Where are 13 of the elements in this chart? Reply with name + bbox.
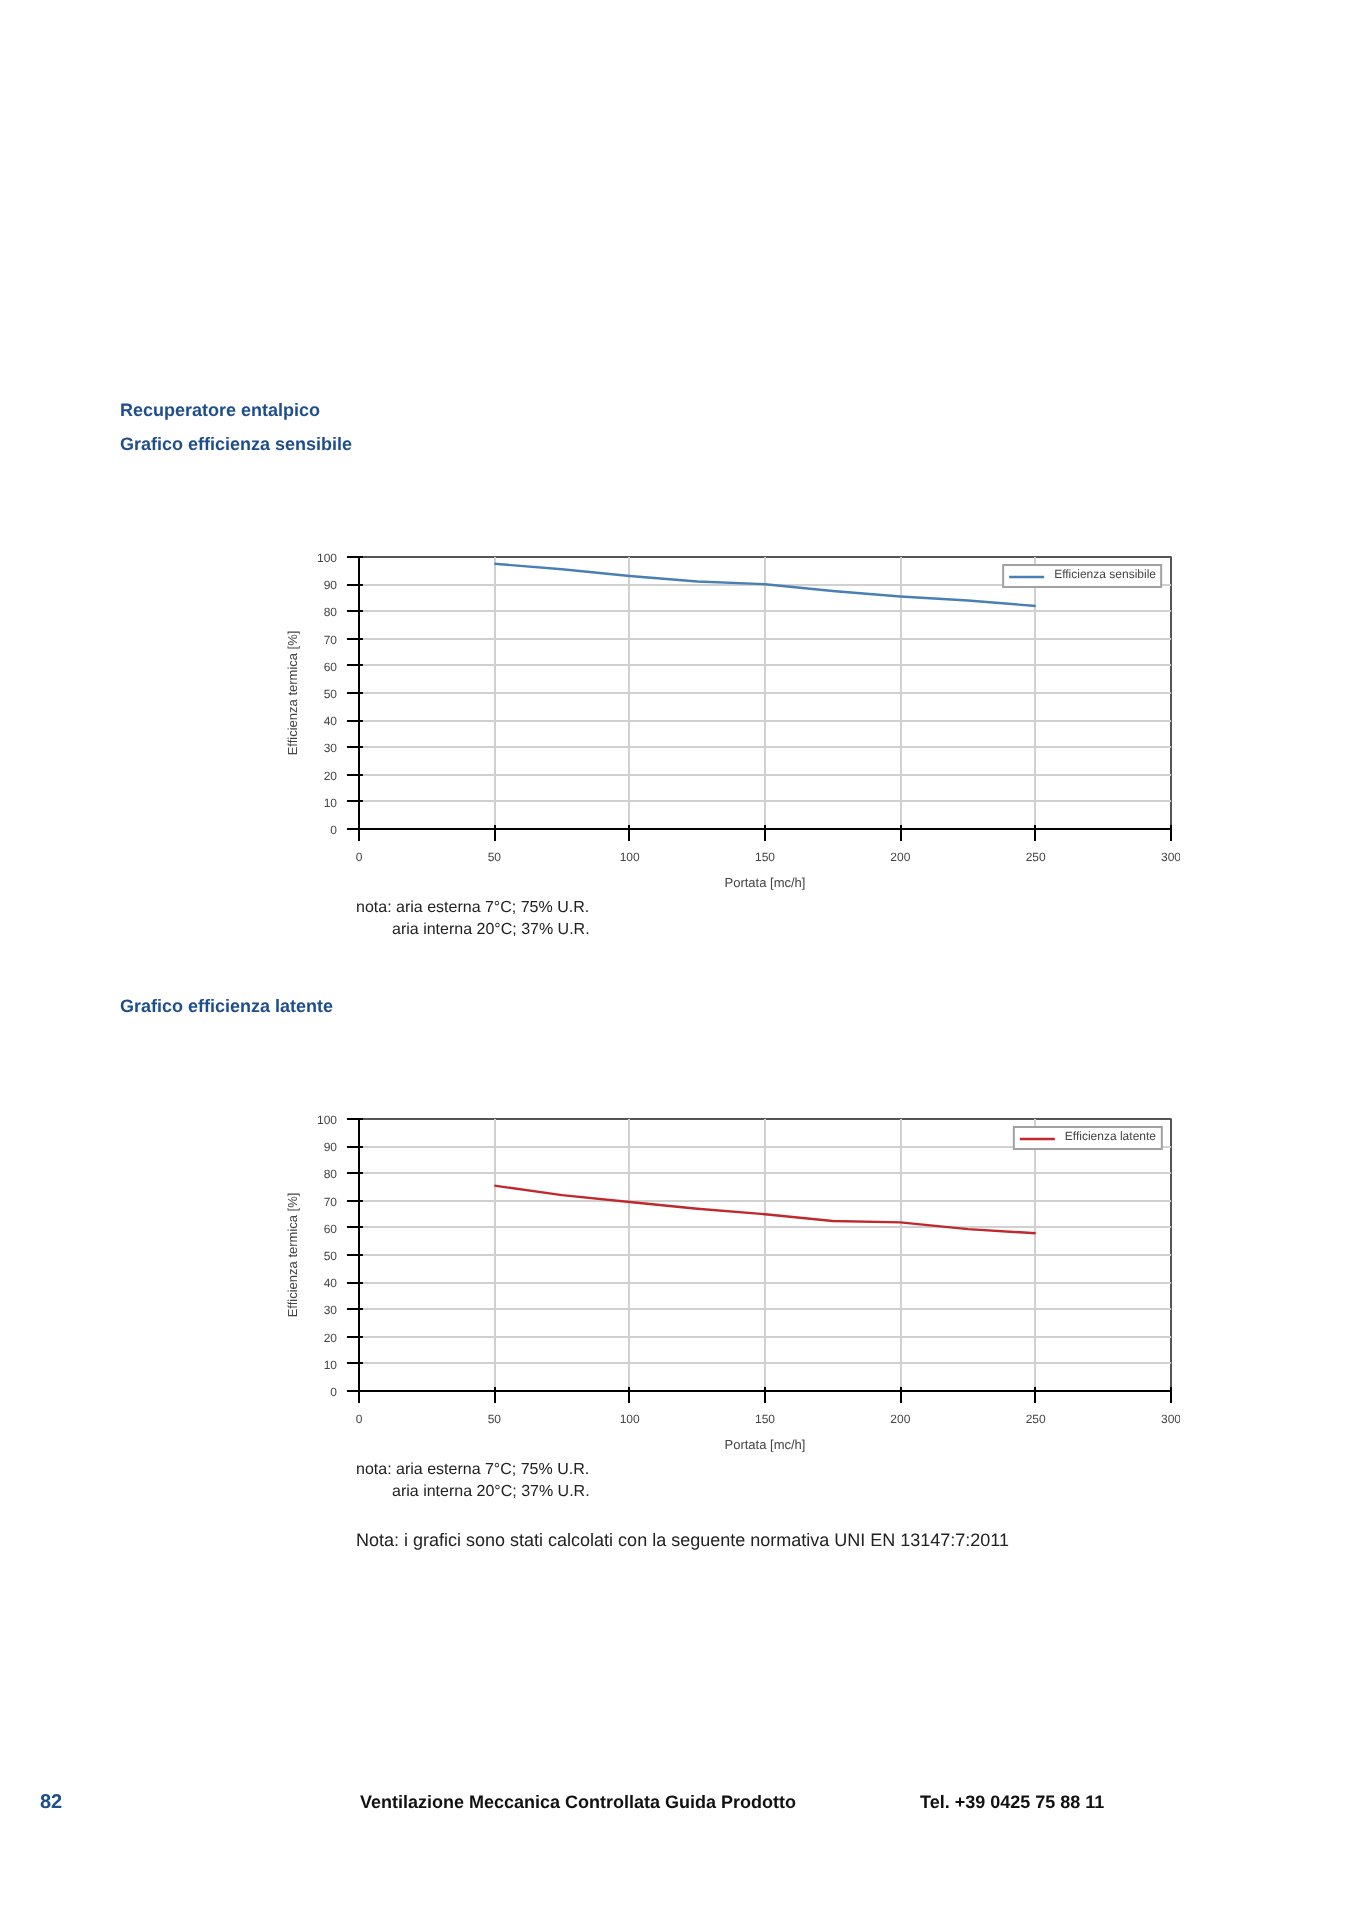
chart-title: Grafico efficienza latente (120, 996, 334, 1018)
text: Ventilazione Meccanica Controllata Guida Prodotto (360, 1792, 797, 1814)
line-series (493, 562, 1037, 608)
chart-subtitle: Grafico efficienza sensibile (120, 434, 353, 456)
chart-title: Recuperatore entalpico (120, 400, 321, 422)
text: aria interna 20°C; 37% U.R. (392, 1480, 590, 1502)
text: 82 (40, 1792, 63, 1814)
line-series (493, 1184, 1037, 1235)
text: Nota: i grafici sono stati calcolati con la seguente normativa UNI EN 13147:7:2011 (356, 1530, 1010, 1552)
text: Tel. +39 0425 75 88 11 (920, 1792, 1105, 1814)
text: nota: aria esterna 7°C; 75% U.R. (356, 1458, 590, 1480)
text: aria interna 20°C; 37% U.R. (392, 918, 590, 940)
text: nota: aria esterna 7°C; 75% U.R. (356, 896, 590, 918)
